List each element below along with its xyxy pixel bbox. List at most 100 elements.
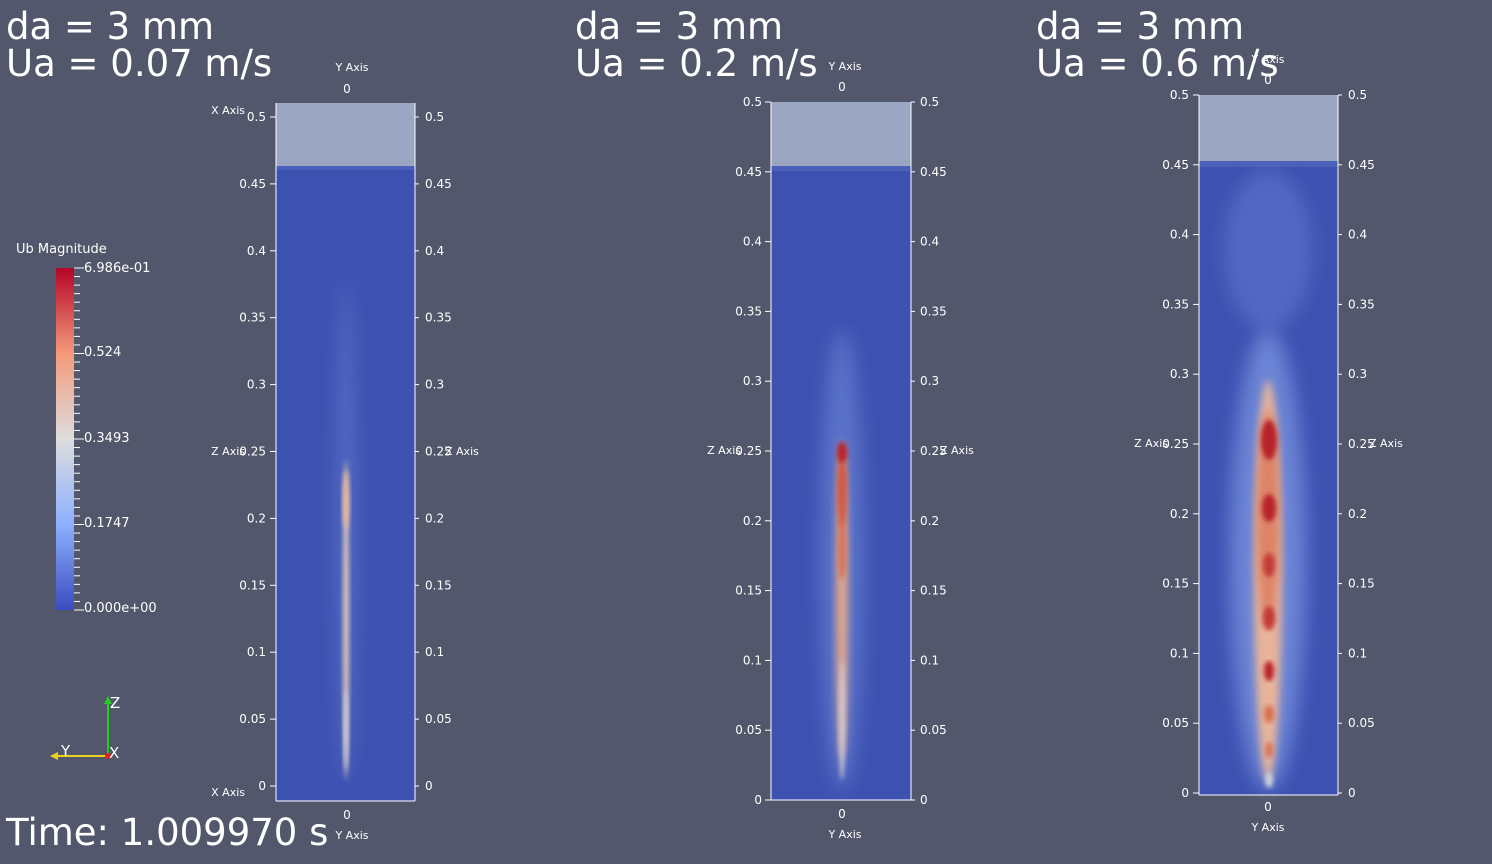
z-tick-label-left: 0.3	[247, 378, 266, 392]
z-tick-label-left: 0.4	[247, 244, 266, 258]
z-tick-label-right: 0.35	[1348, 297, 1375, 311]
z-tick-label-left: 0.05	[735, 723, 762, 737]
z-tick-label-right: 0.5	[1348, 88, 1367, 102]
panel-3-bottom-y-axis-label: Y Axis	[1250, 821, 1284, 834]
panel-1-plot	[275, 103, 416, 802]
colorbar-title: Ub Magnitude	[16, 242, 107, 257]
z-tick-label-right: 0.2	[1348, 507, 1367, 521]
z-tick-label-right: 0.25	[1348, 437, 1375, 451]
panel-3-da-title: da = 3 mm	[1036, 5, 1245, 48]
z-tick-label-left: 0	[754, 793, 762, 807]
panel-3-plot	[1198, 95, 1339, 796]
z-tick-label-left: 0.2	[247, 511, 266, 525]
z-tick-label-left: 0.1	[247, 645, 266, 659]
z-tick-label-left: 0.3	[743, 374, 762, 388]
panel-3-ua-title: Ua = 0.6 m/s	[1036, 42, 1279, 85]
z-tick-label-left: 0.4	[1170, 228, 1189, 242]
z-tick-label-left: 0	[1181, 786, 1189, 800]
panel-2-z-axis-label-right: Z Axis	[940, 444, 974, 457]
panel-1-axis-ticks: 0 0 0.05 0.05 0.1 0.1 0.15 0.15 0.2 0.2 0.25 0.25 0.…	[239, 110, 451, 793]
z-tick-label-left: 0.05	[239, 712, 266, 726]
z-tick-label-right: 0.25	[425, 445, 452, 459]
panel-2-da-title: da = 3 mm	[575, 5, 784, 48]
z-tick-label-right: 0.5	[425, 110, 444, 124]
colorbar-label-4: 0.1747	[84, 516, 130, 531]
z-tick-label-left: 0.45	[239, 177, 266, 191]
z-tick-label-left: 0.4	[743, 235, 762, 249]
z-tick-label-right: 0.1	[425, 645, 444, 659]
orientation-x-label: X	[109, 744, 119, 762]
z-tick-label-left: 0.15	[1162, 577, 1189, 591]
colorbar-gradient	[56, 268, 74, 610]
z-tick-label-right: 0.2	[920, 514, 939, 528]
z-tick-label-left: 0.35	[1162, 297, 1189, 311]
panel-1-top-y-tick: 0	[343, 82, 351, 96]
z-tick-label-right: 0.15	[920, 584, 947, 598]
z-tick-label-left: 0	[258, 779, 266, 793]
colorbar-label-max: 6.986e-01	[84, 261, 150, 276]
z-tick-label-left: 0.15	[239, 578, 266, 592]
z-tick-label-right: 0.1	[920, 653, 939, 667]
panel-3-bottom-y-tick: 0	[1264, 800, 1272, 814]
colorbar-label-min: 0.000e+00	[84, 601, 157, 616]
z-tick-label-right: 0	[425, 779, 433, 793]
z-tick-label-left: 0.15	[735, 584, 762, 598]
panel-1-z-axis-label-right: Z Axis	[445, 445, 479, 458]
z-tick-label-left: 0.5	[1170, 88, 1189, 102]
panel-1-bottom-y-tick: 0	[343, 808, 351, 822]
z-tick-label-right: 0.5	[920, 95, 939, 109]
z-tick-label-right: 0.3	[1348, 367, 1367, 381]
panel-3-top-y-tick: 0	[1264, 73, 1272, 87]
z-tick-label-left: 0.35	[239, 311, 266, 325]
z-tick-label-right: 0.15	[425, 578, 452, 592]
z-tick-label-right: 0.4	[920, 235, 939, 249]
time-readout: Time: 1.009970 s	[6, 811, 329, 854]
orientation-y-label: Y	[60, 742, 71, 760]
panel-1-z-axis-label-left: Z Axis	[211, 445, 245, 458]
panel-1-ua-title: Ua = 0.07 m/s	[6, 42, 273, 85]
colorbar: Ub Magnitude 6.986e-01 0.524 0.3493 0.17…	[16, 242, 157, 616]
z-tick-label-left: 0.25	[735, 444, 762, 458]
z-tick-label-right: 0.3	[920, 374, 939, 388]
panel-2-axis-ticks: 0 0 0.05 0.05 0.1 0.1 0.15 0.15 0.2 0.2 0.25 0.25 0.…	[735, 95, 946, 807]
z-tick-label-right: 0.4	[1348, 228, 1367, 242]
z-tick-label-right: 0.1	[1348, 646, 1367, 660]
z-tick-label-left: 0.2	[743, 514, 762, 528]
panel-2-bottom-y-axis-label: Y Axis	[827, 828, 861, 841]
panel-1-x-axis-label-top: X Axis	[211, 104, 245, 117]
panel-3-top-y-axis-label: Y Axis	[1250, 53, 1284, 66]
z-tick-label-right: 0.05	[920, 723, 947, 737]
panel-1-da-title: da = 3 mm	[6, 5, 215, 48]
z-tick-label-right: 0.4	[425, 244, 444, 258]
x-axis-point	[105, 753, 111, 759]
panel-1-top-y-axis-label: Y Axis	[334, 61, 368, 74]
z-tick-label-right: 0.35	[425, 311, 452, 325]
z-tick-label-right: 0.05	[425, 712, 452, 726]
z-tick-label-right: 0.25	[920, 444, 947, 458]
z-tick-label-left: 0.45	[735, 165, 762, 179]
panel-3-z-axis-label-left: Z Axis	[1134, 437, 1168, 450]
z-tick-label-right: 0.45	[920, 165, 947, 179]
panel-2-z-axis-label-left: Z Axis	[707, 444, 741, 457]
z-tick-label-right: 0.45	[425, 177, 452, 191]
z-tick-label-left: 0.1	[743, 653, 762, 667]
z-tick-label-right: 0.2	[425, 511, 444, 525]
z-tick-label-right: 0	[920, 793, 928, 807]
panel-2-top-y-axis-label: Y Axis	[827, 60, 861, 73]
orientation-axes: Z Y X	[50, 694, 120, 762]
panel-2-top-y-tick: 0	[838, 80, 846, 94]
panel-3-z-axis-label-right: Z Axis	[1369, 437, 1403, 450]
z-tick-label-left: 0.25	[1162, 437, 1189, 451]
panel-3-axis-ticks: 0 0 0.05 0.05 0.1 0.1 0.15 0.15 0.2 0.2 0.25 0.25 0.…	[1162, 88, 1374, 800]
orientation-z-label: Z	[110, 694, 120, 712]
z-tick-label-left: 0.25	[239, 445, 266, 459]
z-tick-label-right: 0.15	[1348, 577, 1375, 591]
z-tick-label-right: 0	[1348, 786, 1356, 800]
panel-2-ua-title: Ua = 0.2 m/s	[575, 42, 818, 85]
z-tick-label-right: 0.3	[425, 378, 444, 392]
colorbar-ticks	[74, 267, 84, 611]
z-tick-label-left: 0.05	[1162, 716, 1189, 730]
z-tick-label-left: 0.5	[743, 95, 762, 109]
panel-1-bottom-y-axis-label: Y Axis	[334, 829, 368, 842]
